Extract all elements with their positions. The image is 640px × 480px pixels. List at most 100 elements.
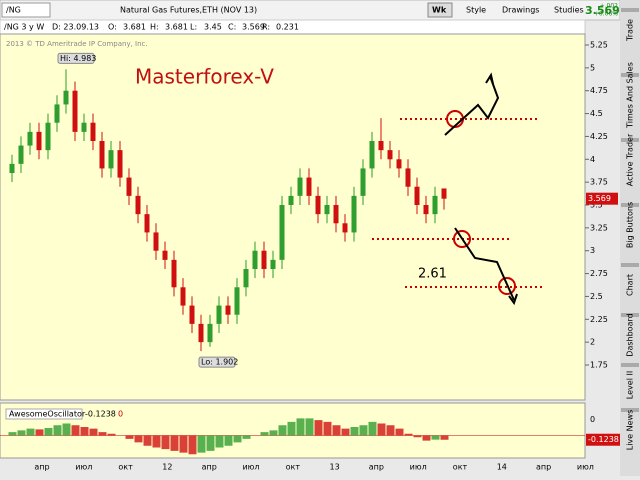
change: +.002 <box>600 3 619 10</box>
y-tick-label: 4.75 <box>590 86 608 95</box>
x-tick-label: окт <box>286 463 301 472</box>
annotation-title: Masterforex-V <box>135 65 274 89</box>
candle-body <box>144 214 150 233</box>
info-item: O: <box>108 23 117 32</box>
arrowhead <box>485 72 494 85</box>
price-tag <box>586 192 618 205</box>
circle <box>453 230 471 248</box>
arrowhead <box>508 293 518 306</box>
info-item: 3.681 <box>165 23 188 32</box>
candle-body <box>333 205 339 224</box>
study-name: AwesomeOscillator <box>9 410 86 419</box>
y-tick-label: 5 <box>590 63 595 72</box>
sidebar-tab <box>621 8 639 12</box>
candle-body <box>297 177 303 196</box>
osc-tag <box>586 433 620 446</box>
sidebar-tab-label[interactable]: Times And Sales <box>626 62 635 129</box>
y-tick-label: 4.5 <box>590 109 603 118</box>
candle-body <box>288 195 294 205</box>
arrow <box>444 75 500 136</box>
sidebar-tab-label[interactable]: Live News <box>626 410 635 451</box>
candle-body <box>18 145 24 164</box>
symbol: /NG <box>6 6 21 15</box>
y-tick-label: 2.75 <box>590 269 608 278</box>
sidebar-tab-label[interactable]: Trade <box>626 19 635 42</box>
candle-body <box>369 141 375 169</box>
candle-body <box>270 259 276 269</box>
circle <box>498 277 516 295</box>
y-tick-label: 4.25 <box>590 132 608 141</box>
price-tag-label: 3.569 <box>588 194 611 203</box>
candle-body <box>198 323 204 343</box>
info-item: H: <box>150 23 159 32</box>
info-item: 0.231 <box>276 23 299 32</box>
study-label <box>5 408 83 420</box>
y-tick-label: 4 <box>590 155 595 164</box>
candle-body <box>405 168 411 187</box>
button-label[interactable]: Studies <box>554 6 584 15</box>
candle-body <box>414 186 420 205</box>
candle-body <box>234 287 240 315</box>
sidebar-tab <box>621 313 639 317</box>
button[interactable] <box>427 2 453 18</box>
candle-body <box>45 122 51 151</box>
sidebar-tab-label[interactable]: Chart <box>626 274 635 296</box>
candle-body <box>387 150 393 160</box>
x-tick-label: окт <box>118 463 133 472</box>
candle-body <box>135 195 141 215</box>
y-tick-label: 2.5 <box>590 292 603 301</box>
y-tick-label: 3 <box>590 246 595 255</box>
sidebar-tab-label[interactable]: Big Buttons <box>626 202 635 248</box>
study-value: -0.1238 <box>85 410 116 419</box>
candle-body <box>261 250 267 269</box>
x-tick-label: апр <box>369 463 384 472</box>
candle-body <box>441 188 447 199</box>
candle-body <box>99 141 105 169</box>
button-label[interactable]: Drawings <box>502 6 539 15</box>
osc-tag-label: -0.1238 <box>588 435 619 444</box>
y-tick-label: 2.25 <box>590 315 608 324</box>
price-panel <box>0 33 586 401</box>
y-tick-label: 2 <box>590 338 595 347</box>
sidebar-tab <box>621 203 639 207</box>
candle-body <box>432 195 438 215</box>
candle-body <box>252 250 258 269</box>
sidebar-tab <box>621 73 639 77</box>
symbol-box[interactable] <box>1 2 51 18</box>
sidebar-tab-label[interactable]: Dashboard <box>626 313 635 356</box>
candle-body <box>315 195 321 215</box>
hi-label-box <box>57 52 95 64</box>
candle-body <box>423 205 429 215</box>
y-tick-label: 3.5 <box>590 201 603 210</box>
candle-body <box>27 131 33 146</box>
candle-body <box>162 250 168 260</box>
x-tick-label: 12 <box>162 463 172 472</box>
candle-body <box>117 150 123 178</box>
y-tick-label: 3.25 <box>590 223 608 232</box>
candle-body <box>126 177 132 196</box>
study-zero: 0 <box>118 410 123 419</box>
y-tick-label: 5.25 <box>590 41 608 50</box>
candle-body <box>108 150 114 169</box>
info-items: /NG 3 y W D: 23.09.13 O: 3.681 H: 3.681 L: 3.45… <box>4 23 299 32</box>
info-item: 3.569 <box>242 23 265 32</box>
candle-body <box>63 90 69 105</box>
x-tick-label: июл <box>577 463 594 472</box>
button-label[interactable]: Style <box>466 6 486 15</box>
info-item: /NG 3 y W <box>4 23 44 32</box>
arrow <box>454 227 515 301</box>
lo-label-box <box>198 356 236 368</box>
candle-body <box>351 195 357 233</box>
sidebar-tab-label[interactable]: Active Trader <box>626 133 635 186</box>
sidebar-tab-label[interactable]: Level II <box>626 371 635 399</box>
x-tick-label: 13 <box>330 463 340 472</box>
y-tick-label: 3.75 <box>590 178 608 187</box>
x-tick-label: июл <box>75 463 92 472</box>
info-item: C: <box>228 23 236 32</box>
sidebar-tab <box>621 408 639 412</box>
candle-body <box>360 168 366 196</box>
candle-body <box>396 159 402 169</box>
candle-body <box>54 104 60 123</box>
